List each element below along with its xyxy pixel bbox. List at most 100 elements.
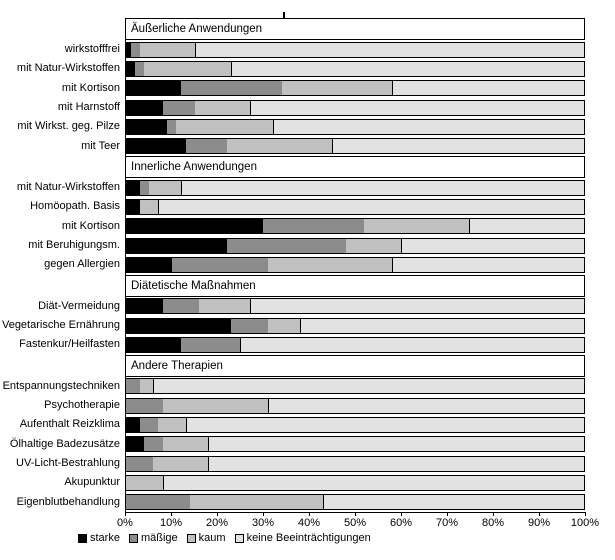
x-tick-label: 80% [481,517,505,529]
section-header-row: Innerliche Anwendungen [0,155,615,178]
bar-segment-mäßige [263,219,366,234]
category-label: Eigenblutbehandlung [16,495,120,508]
stacked-bar [125,99,585,116]
bar-row: Diät-Vermeidung [0,297,615,316]
legend: starke mäßige kaum keine Beeinträchtigungen [78,532,371,544]
bar-row: mit Kortison [0,79,615,98]
category-label: mit Beruhigungsm. [28,239,120,252]
bar-segment-kaum [190,495,324,510]
bar-row: Entspannungstechniken [0,377,615,396]
bar-segment-kaum [162,437,210,452]
category-label: Ölhaltige Badezusätze [9,437,120,450]
bar-cell [125,117,585,136]
bar-segment-kaum [345,238,402,253]
category-label: mit Kortison [61,81,120,94]
stacked-bar [125,455,585,472]
bar-row: Eigenblutbehandlung [0,493,615,512]
bar-row: mit Natur-Wirkstoffen [0,59,615,78]
bar-segment-starke [126,337,182,352]
x-tick-label: 60% [389,517,413,529]
section-header-row: Äußerliche Anwendungen [0,18,615,40]
bar-segment-kaum [226,139,334,154]
bar-row: UV-Licht-Bestrahlung [0,454,615,473]
x-tick-label: 40% [297,517,321,529]
x-tick-label: 20% [205,517,229,529]
bar-cell [125,435,585,454]
x-tick-mark [217,512,218,516]
bar-row: Ölhaltige Badezusätze [0,435,615,454]
legend-item: starke [78,532,120,544]
bar-segment-mäßige [180,81,283,96]
stacked-bar [125,436,585,453]
bar-segment-starke [126,318,233,333]
x-tick-mark [539,512,540,516]
bar-cell [125,377,585,396]
legend-label: kaum [198,532,226,544]
section-header-row: Diätetische Maßnahmen [0,274,615,297]
category-label: wirkstofffrei [64,43,120,56]
bar-segment-mäßige [171,257,269,272]
stacked-bar [125,317,585,334]
bar-cell [125,297,585,316]
bar-segment-kaum [176,119,274,134]
bar-segment-kaum [139,199,160,214]
legend-item: mäßige [128,532,178,544]
bar-segment-mäßige [139,417,160,432]
stacked-bar [125,60,585,77]
category-label: mit Kortison [61,219,120,232]
legend-item: kaum [186,532,226,544]
stacked-bar [125,179,585,196]
bar-segment-starke [126,437,146,452]
bar-cell [125,454,585,473]
chart-rows: Äußerliche Anwendungen wirkstofffrei mit N… [0,18,615,512]
bar-segment-mäßige [126,495,192,510]
bar-segment-starke [126,100,164,115]
x-tick-label: 50% [343,517,367,529]
category-label: Entspannungstechniken [2,379,120,392]
bar-segment-kaum [267,257,393,272]
bar-segment-kaum [144,61,233,76]
bar-segment-starke [126,417,141,432]
bar-segment-starke [126,238,228,253]
category-label: mit Wirkst. geg. Pilze [17,120,120,133]
bar-row: wirkstofffrei [0,40,615,59]
legend-swatch-mäßige [128,533,138,543]
category-label: mit Harnstoff [57,101,120,114]
x-tick-mark [171,512,172,516]
bar-cell [125,396,585,415]
bar-segment-mäßige [162,100,196,115]
bar-cell [125,137,585,156]
stacked-bar [125,118,585,135]
bar-segment-kaum [281,81,393,96]
bar-segment-mäßige [162,299,201,314]
stacked-bar [125,416,585,433]
bar-row: gegen Allergien [0,255,615,274]
bar-segment-kaum [162,398,269,413]
bar-segment-mäßige [226,238,347,253]
legend-item: keine Beeinträchtigungen [234,532,371,544]
bar-segment-kaum [139,379,155,394]
legend-swatch-kaum [186,533,196,543]
top-tick-mark [283,12,285,18]
stacked-bar [125,474,585,491]
bar-cell [125,59,585,78]
bar-row: mit Natur-Wirkstoffen [0,178,615,197]
bar-row: mit Teer [0,137,615,156]
category-label: Akupunktur [64,476,120,489]
x-tick-label: 10% [159,517,183,529]
category-label: Aufenthalt Reizklima [19,418,120,431]
bar-segment-mäßige [231,318,269,333]
category-label: Psychotherapie [44,399,120,412]
bar-cell [125,316,585,335]
x-tick-mark [125,512,126,516]
bar-row: Fastenkur/Heilfasten [0,335,615,354]
bar-segment-kaum [126,475,164,490]
bar-segment-starke [126,257,173,272]
legend-label: starke [90,532,120,544]
stacked-bar [125,256,585,273]
bar-segment-kaum [139,42,196,57]
bar-segment-mäßige [126,379,141,394]
bar-segment-starke [126,180,141,195]
x-tick-label: 70% [435,517,459,529]
y-axis-line [125,18,126,512]
